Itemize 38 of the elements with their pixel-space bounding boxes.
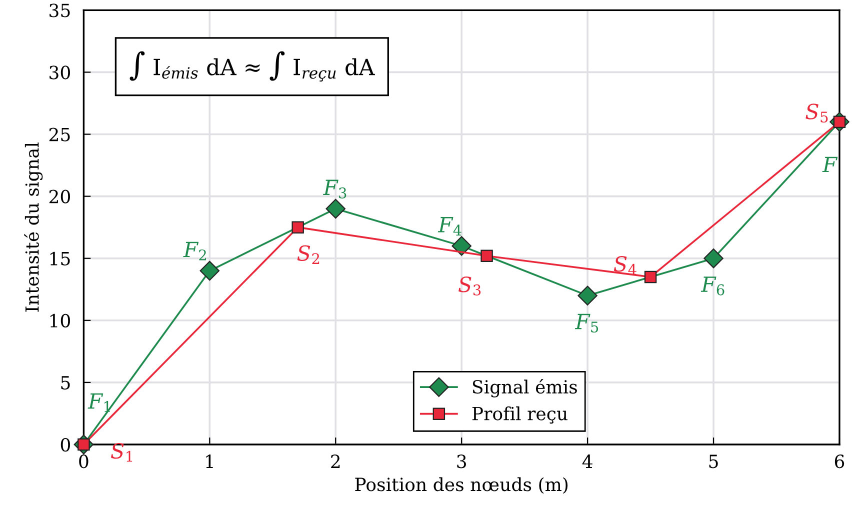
x-tick-label: 2 [331, 454, 340, 468]
annotation: F$_{5}$ [574, 314, 598, 333]
y-tick-label: 25 [49, 128, 70, 142]
x-tick-label: 4 [582, 454, 592, 468]
annotation: F [822, 156, 838, 172]
legend-label: Signal émis [472, 378, 577, 398]
annotation: S$_{1}$ [110, 442, 132, 462]
y-tick-label: 35 [50, 4, 70, 18]
annotation: F$_{6}$ [700, 276, 724, 296]
point [578, 286, 598, 306]
x-tick-label: 5 [709, 454, 718, 468]
y-tick-label: 30 [50, 66, 70, 80]
y-tick-label: 20 [49, 190, 70, 204]
x-tick-label: 0 [79, 454, 88, 468]
annotation: F$_{4}$ [438, 217, 462, 236]
annotation: F$_{3}$ [323, 180, 346, 198]
annotation: S$_{2}$ [297, 245, 320, 264]
point [326, 198, 346, 219]
y-tick-label: 10 [50, 314, 70, 328]
x-tick-label: 1 [206, 454, 213, 468]
point [200, 260, 220, 281]
point [644, 270, 657, 284]
y-tick-label: 0 [60, 438, 70, 452]
point [292, 221, 304, 234]
point [480, 250, 493, 262]
annotation: S$_{5}$ [806, 104, 828, 123]
x-tick-label: 3 [457, 454, 466, 468]
point [704, 248, 724, 268]
x-axis-title: Position des nœuds (m) [355, 477, 568, 494]
point [452, 236, 472, 256]
y-tick-label: 5 [61, 376, 70, 390]
y-axis-title: Intensité du signal [24, 142, 43, 312]
legend-label: Profil reçu [472, 406, 568, 424]
annotation: F$_{2}$ [183, 242, 206, 260]
x-tick-label: 6 [834, 454, 844, 468]
annotation: S$_{3}$ [458, 276, 481, 296]
y-tick-label: 15 [50, 252, 70, 266]
annotation: ∫ I$_{émis}$ dA ≈ ∫ I$_{reçu}$ dA [130, 51, 375, 82]
